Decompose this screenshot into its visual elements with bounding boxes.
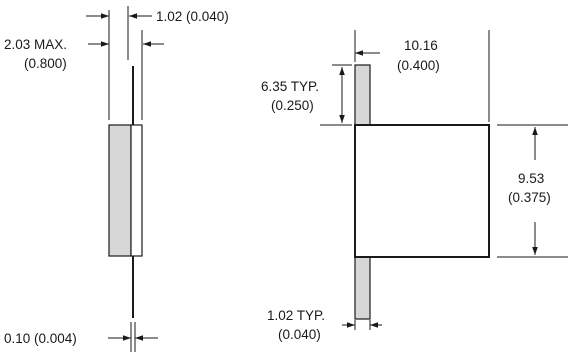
front-view: 10.16 (0.400) 6.35 TYP. (0.250) 9.53 (0.… <box>261 30 568 342</box>
side-view: 1.02 (0.040) 2.03 MAX. (0.800) 0.10 (0.0… <box>4 6 229 352</box>
front-lead <box>354 255 371 320</box>
front-dim-lead-label: 1.02 TYP. <box>267 308 325 323</box>
side-dim-max-label-inch: (0.800) <box>24 56 67 71</box>
side-dim-bottom-label: 0.10 (0.004) <box>4 331 77 346</box>
side-body-edge <box>130 124 143 257</box>
front-dim-tab-label: 6.35 TYP. <box>261 79 319 94</box>
front-dim-height-label-inch: (0.375) <box>508 190 551 205</box>
front-tab <box>354 64 371 127</box>
side-dim-max-label: 2.03 MAX. <box>4 37 67 52</box>
front-dim-tab-label-inch: (0.250) <box>271 98 314 113</box>
front-dim-lead-label-inch: (0.040) <box>278 327 321 342</box>
front-dim-width-label: 10.16 <box>404 38 438 53</box>
front-body <box>354 124 490 258</box>
front-dim-width-label-inch: (0.400) <box>397 58 440 73</box>
front-dim-height-label: 9.53 <box>518 171 544 186</box>
side-body <box>108 124 132 257</box>
side-dim-top-label: 1.02 (0.040) <box>156 9 229 24</box>
